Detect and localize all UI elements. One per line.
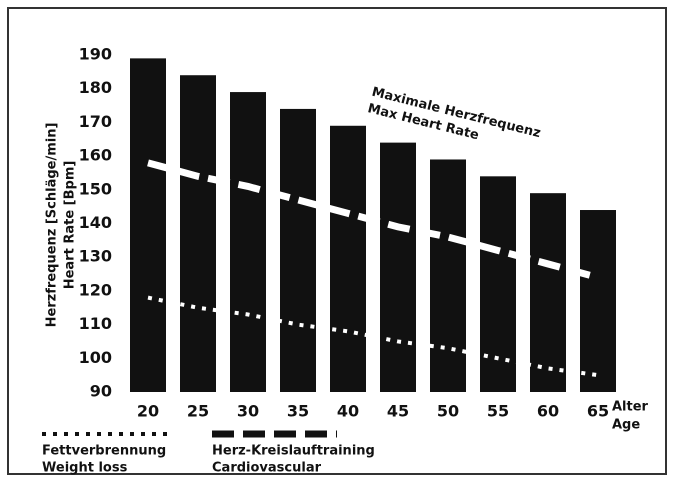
bar [530, 193, 566, 392]
y-tick-label: 130 [79, 247, 112, 266]
legend-label: Cardiovascular [212, 461, 322, 476]
x-tick-label: 45 [387, 402, 409, 421]
x-tick-label: 65 [587, 402, 609, 421]
x-tick-label: 40 [337, 402, 359, 421]
legend-label: Fettverbrennung [42, 444, 166, 459]
y-tick-label: 190 [79, 45, 112, 64]
legend-label: Herz-Kreislauftraining [212, 444, 375, 459]
bar [130, 58, 166, 393]
x-tick-label: 60 [537, 402, 559, 421]
x-tick-label: 25 [187, 402, 209, 421]
x-tick-label: 20 [137, 402, 159, 421]
x-tick-label: 50 [437, 402, 459, 421]
x-tick-label: 55 [487, 402, 509, 421]
x-axis-label: Age [612, 418, 640, 433]
bar [580, 210, 616, 392]
y-tick-label: 140 [79, 213, 112, 232]
y-axis-label: Herzfrequenz [Schläge/min] Heart Rate [B… [45, 123, 78, 328]
y-tick-label: 90 [90, 382, 112, 401]
series-line [147, 159, 599, 281]
y-tick-label: 170 [79, 112, 112, 131]
x-tick-label: 30 [237, 402, 259, 421]
y-tick-label: 180 [79, 78, 112, 97]
y-tick-label: 120 [79, 280, 112, 299]
y-tick-label: 110 [79, 314, 112, 333]
bar [280, 108, 316, 393]
legend-label: Weight loss [42, 461, 128, 476]
bar [230, 92, 266, 392]
bar [180, 75, 216, 392]
x-tick-label: 35 [287, 402, 309, 421]
y-tick-label: 100 [79, 348, 112, 367]
bar [380, 142, 416, 392]
y-label-line: Heart Rate [Bpm] [63, 161, 78, 290]
y-tick-label: 160 [79, 146, 112, 165]
x-axis-label: Alter [612, 400, 649, 415]
bar [430, 159, 466, 392]
bar [330, 125, 366, 393]
y-label-line: Herzfrequenz [Schläge/min] [45, 123, 60, 328]
y-tick-label: 150 [79, 179, 112, 198]
